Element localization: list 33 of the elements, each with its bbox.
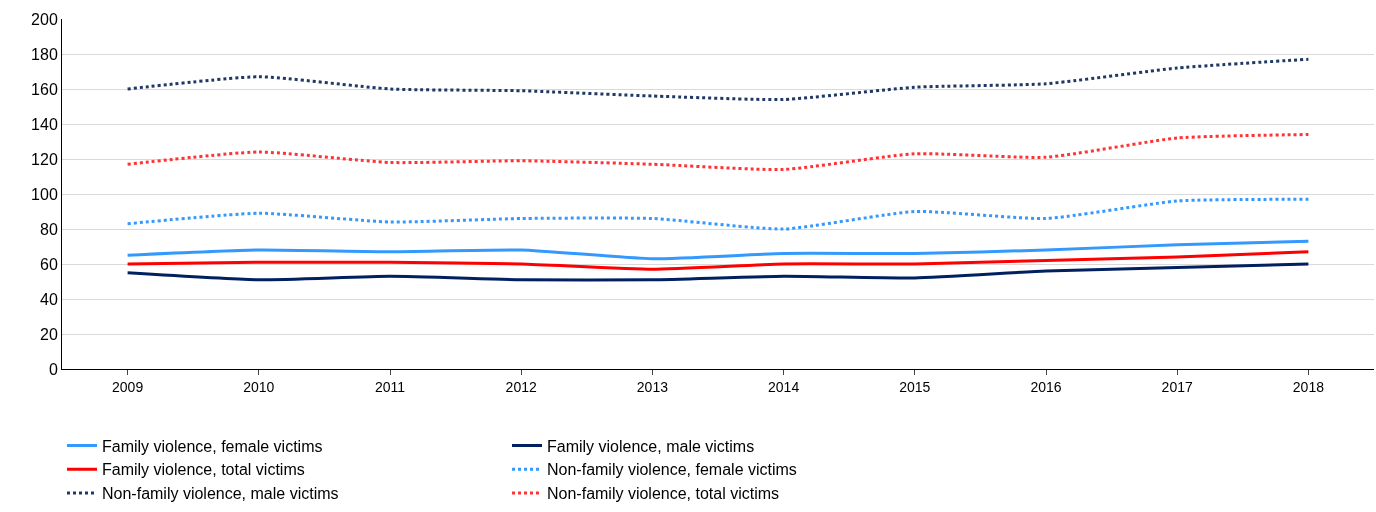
legend-label: Non-family violence, male victims bbox=[102, 485, 339, 503]
y-tick-label: 180 bbox=[31, 45, 58, 63]
x-tick-label: 2014 bbox=[768, 378, 800, 395]
x-tick-label: 2018 bbox=[1292, 378, 1325, 395]
line-series bbox=[126, 239, 1310, 261]
x-tick-label: 2017 bbox=[1161, 378, 1193, 395]
y-tick-label: 140 bbox=[31, 115, 58, 133]
x-tick-label: 2013 bbox=[636, 378, 669, 395]
legend-label: Non-family violence, female victims bbox=[547, 461, 797, 479]
y-tick-label: 60 bbox=[40, 255, 58, 273]
x-tick-label: 2012 bbox=[505, 378, 537, 395]
y-tick-label: 100 bbox=[31, 185, 58, 203]
legend-label: Family violence, male victims bbox=[547, 437, 755, 455]
line-series bbox=[126, 250, 1310, 271]
y-tick-label: 160 bbox=[31, 80, 58, 98]
x-tick-label: 2011 bbox=[374, 378, 406, 395]
x-tick-label: 2016 bbox=[1030, 378, 1062, 395]
y-tick-label: 0 bbox=[48, 360, 58, 378]
legend-label: Family violence, female victims bbox=[102, 437, 323, 455]
x-tick-label: 2010 bbox=[243, 378, 275, 395]
line-series bbox=[126, 57, 1310, 102]
line-series bbox=[126, 197, 1310, 231]
y-tick-label: 120 bbox=[31, 150, 58, 168]
x-tick-label: 2015 bbox=[899, 378, 931, 395]
legend-label: Family violence, total victims bbox=[102, 461, 305, 479]
legend-label: Non-family violence, total victims bbox=[547, 485, 780, 503]
line-series bbox=[126, 262, 1310, 282]
line-series bbox=[126, 133, 1310, 172]
y-tick-label: 200 bbox=[31, 10, 58, 28]
y-tick-label: 40 bbox=[40, 290, 58, 308]
x-tick-label: 2009 bbox=[112, 378, 144, 395]
y-tick-label: 20 bbox=[40, 325, 58, 343]
y-tick-label: 80 bbox=[40, 220, 58, 238]
